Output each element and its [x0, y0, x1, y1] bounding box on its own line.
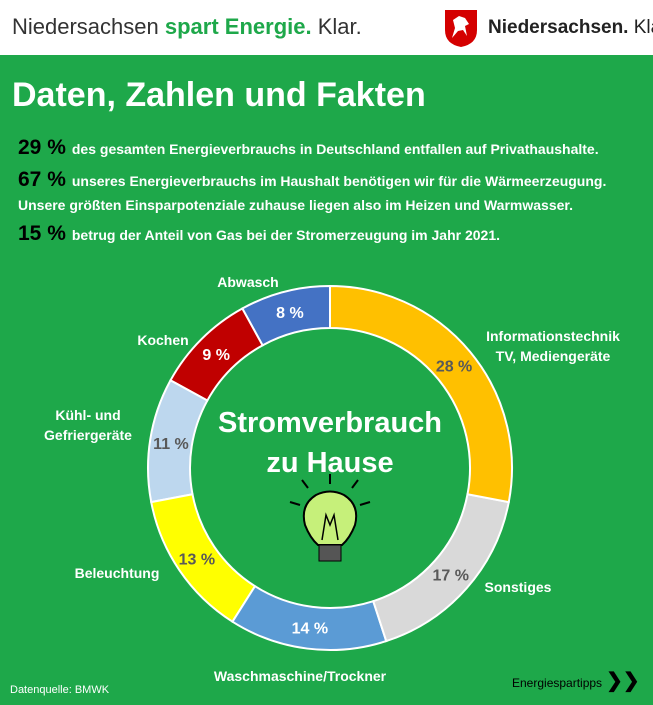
- center-text: zu Hause: [266, 447, 393, 479]
- value-label: 9 %: [202, 347, 230, 364]
- link-text: Energiespartipps: [512, 676, 603, 690]
- lightbulb: [289, 474, 371, 562]
- category-label: Kühl- und Gefriergeräte: [44, 407, 132, 443]
- fact-figure: 67 %: [18, 168, 66, 191]
- fact-figure: 29 %: [18, 136, 66, 159]
- fact-text: Unsere größten Einsparpotenziale zuhause…: [18, 197, 573, 213]
- value-label: 11 %: [153, 436, 189, 453]
- donut-segment: [372, 493, 510, 643]
- brand-start: Niedersachsen: [12, 14, 159, 39]
- logo-text: Niedersachsen. Klar.: [488, 17, 653, 39]
- fact: 15 % betrug der Anteil von Gas bei der St…: [18, 222, 500, 246]
- brand-highlight: spart Energie.: [164, 14, 312, 39]
- category-label: Informationstechnik TV, Mediengeräte: [486, 328, 620, 364]
- logo: [445, 10, 477, 47]
- fact: 29 % des gesamten Energieverbrauchs in De…: [18, 136, 599, 160]
- source: Datenquelle: BMWK: [10, 684, 110, 696]
- value-label: 28 %: [436, 358, 472, 375]
- logo-name: Niedersachsen.: [488, 17, 629, 38]
- fact: 67 % unseres Energieverbrauchs im Haushal…: [18, 168, 606, 192]
- center-text: Stromverbrauch: [218, 407, 442, 439]
- donut-segment: [147, 378, 209, 504]
- value-label: 17 %: [433, 567, 469, 584]
- category-label: Waschmaschine/Trockner: [213, 668, 387, 684]
- category-label: Abwasch: [217, 274, 279, 290]
- brand: Niedersachsen spart Energie. Klar.: [12, 14, 362, 40]
- donut-segment: [231, 584, 388, 651]
- category-label: Sonstiges: [484, 579, 552, 595]
- value-label: 13 %: [179, 551, 215, 568]
- fact-text: betrug der Anteil von Gas bei der Strome…: [71, 227, 501, 243]
- next-link[interactable]: Energiespartipps ❯❯: [512, 670, 640, 692]
- fact-text: des gesamten Energieverbrauchs in Deutsc…: [71, 141, 599, 157]
- category-label: Beleuchtung: [74, 565, 160, 581]
- header: Niedersachsen spart Energie. Klar. Niede…: [0, 0, 653, 55]
- category-label: Kochen: [137, 332, 189, 348]
- fact-figure: 15 %: [18, 222, 66, 245]
- donut-segment: [169, 307, 264, 402]
- donut-segment: [329, 284, 513, 504]
- fact: Unsere größten Einsparpotenziale zuhause…: [18, 197, 573, 213]
- value-label: 14 %: [292, 621, 328, 638]
- brand-end: Klar.: [317, 14, 362, 39]
- fact-text: unseres Energieverbrauchs im Haushalt be…: [71, 173, 607, 189]
- title: Daten, Zahlen und Fakten: [12, 76, 426, 114]
- value-label: 8 %: [276, 305, 304, 322]
- logo-end: Klar.: [633, 17, 653, 38]
- donut-segment: [150, 493, 257, 624]
